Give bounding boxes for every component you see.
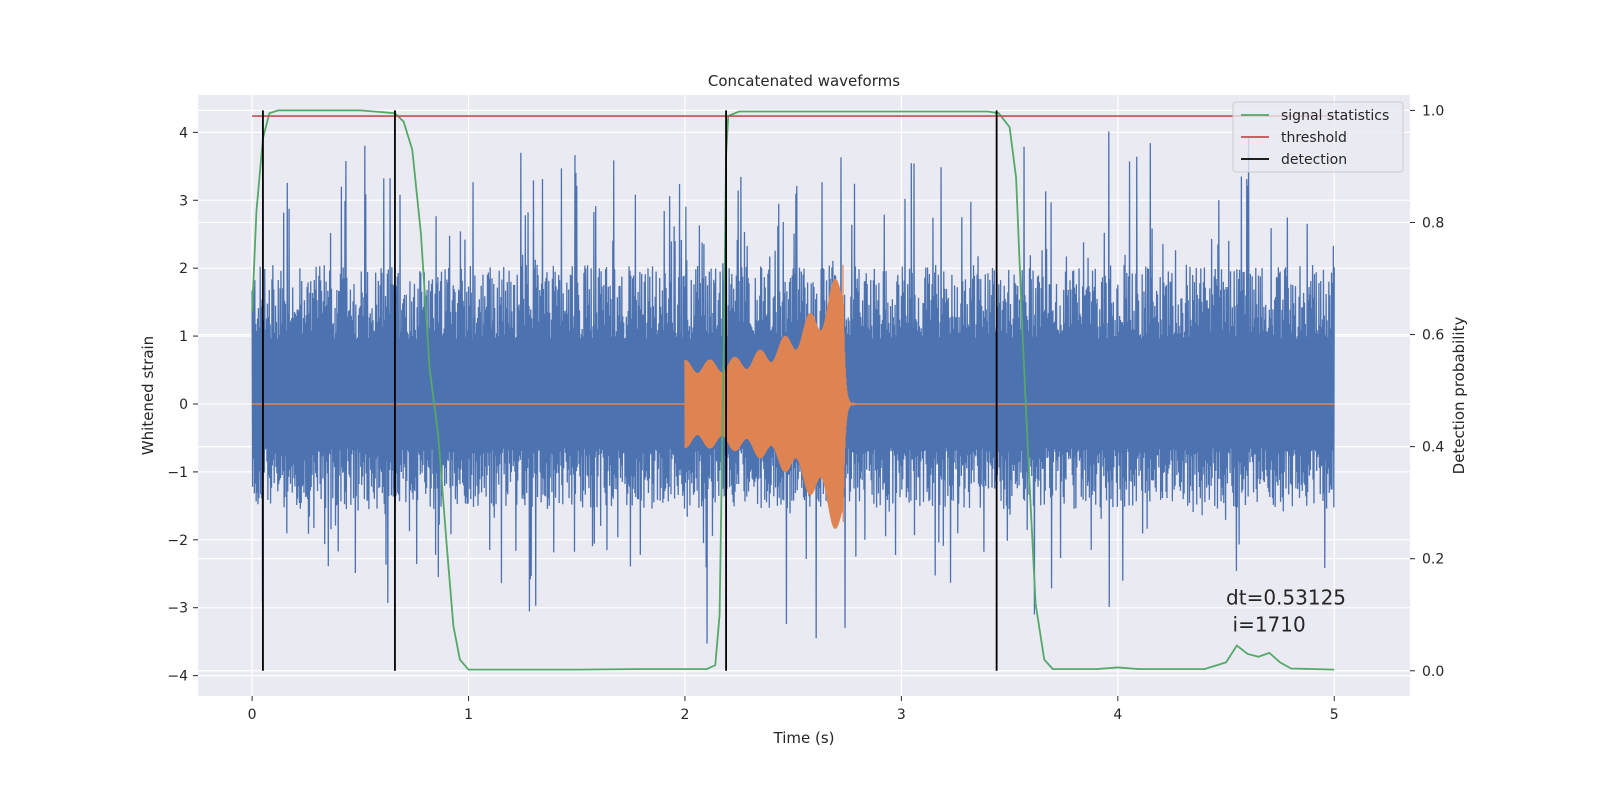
x-tick-label: 2 bbox=[681, 707, 690, 723]
x-tick-label: 1 bbox=[464, 707, 473, 723]
y-right-tick-label: 1.0 bbox=[1422, 103, 1444, 119]
x-axis: 0 1 2 3 4 5 bbox=[248, 696, 1339, 723]
signal-statistics-series bbox=[251, 109, 1335, 671]
y-left-tick-label: −4 bbox=[167, 669, 188, 685]
y-left-tick-label: 0 bbox=[179, 397, 188, 413]
left-axis: −4 −3 −2 −1 0 1 2 3 4 bbox=[167, 125, 198, 685]
y-right-tick-label: 0.8 bbox=[1422, 215, 1444, 231]
legend-label: signal statistics bbox=[1281, 108, 1389, 124]
annotation-text: dt=0.53125 bbox=[1226, 585, 1346, 609]
y-left-tick-label: −2 bbox=[167, 533, 188, 549]
x-tick-label: 0 bbox=[248, 707, 257, 723]
x-tick-label: 3 bbox=[897, 707, 906, 723]
legend-label: threshold bbox=[1281, 130, 1347, 146]
annotations: dt=0.53125 i=1710 bbox=[1226, 585, 1346, 636]
chirp-series bbox=[684, 264, 861, 529]
y-left-tick-label: 1 bbox=[179, 329, 188, 345]
y-left-tick-label: 2 bbox=[179, 261, 188, 277]
chart-title: Concatenated waveforms bbox=[708, 72, 900, 90]
y-left-tick-label: 4 bbox=[179, 125, 188, 141]
y-left-tick-label: 3 bbox=[179, 193, 188, 209]
strain-noise-series bbox=[251, 131, 1335, 644]
x-tick-label: 5 bbox=[1330, 707, 1339, 723]
y-axis-left-label: Whitened strain bbox=[139, 336, 157, 455]
right-axis: 0.0 0.2 0.4 0.6 0.8 1.0 bbox=[1410, 103, 1444, 680]
y-right-tick-label: 0.2 bbox=[1422, 552, 1444, 568]
y-right-tick-label: 0.0 bbox=[1422, 664, 1444, 680]
y-right-tick-label: 0.6 bbox=[1422, 328, 1444, 344]
y-right-tick-label: 0.4 bbox=[1422, 440, 1444, 456]
legend-label: detection bbox=[1281, 152, 1347, 168]
y-left-tick-label: −3 bbox=[167, 601, 188, 617]
plot-series bbox=[251, 109, 1335, 671]
x-axis-label: Time (s) bbox=[773, 729, 835, 747]
x-tick-label: 4 bbox=[1113, 707, 1122, 723]
legend: signal statistics threshold detection bbox=[1232, 101, 1404, 173]
y-axis-right-label: Detection probability bbox=[1450, 317, 1468, 475]
annotation-text: i=1710 bbox=[1233, 612, 1306, 636]
y-left-tick-label: −1 bbox=[167, 465, 188, 481]
legend-box bbox=[1232, 101, 1404, 173]
